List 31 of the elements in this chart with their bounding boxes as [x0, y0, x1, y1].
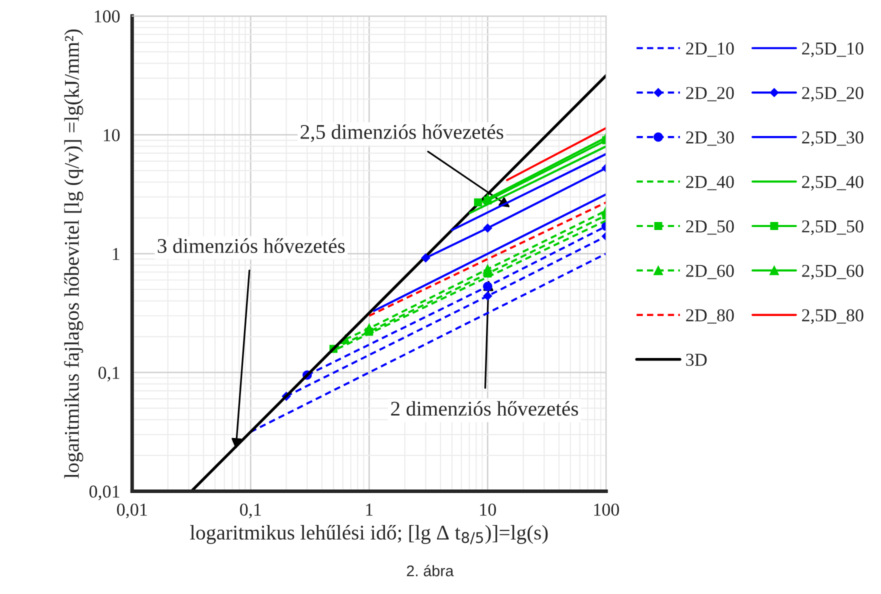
- legend-label: 2D_40: [686, 176, 734, 190]
- x-tick-label: 100: [594, 504, 619, 516]
- x-tick-label: 1: [366, 504, 373, 516]
- x-tick-label: 0,01: [117, 504, 147, 518]
- legend-label: 3D: [686, 354, 707, 366]
- y-tick-label: 0,01: [89, 485, 120, 500]
- legend-label: 2,5D_10: [802, 42, 864, 58]
- annotation: 3 dimenziós hővezetés: [158, 238, 345, 253]
- x-tick-label: 0,1: [240, 504, 261, 518]
- x-tick-label: 10: [480, 504, 496, 516]
- legend-label: 2D_80: [686, 309, 734, 324]
- legend-label: 2,5D_60: [802, 264, 864, 280]
- y-axis-title: logaritmikus fajlagos hőbevitel [lg (q/v)] =lg(kJ/mm²): [64, 29, 84, 478]
- legend-label: 2D_30: [686, 131, 734, 146]
- text: 2. ábra: [406, 564, 454, 576]
- y-tick-label: 1: [112, 248, 120, 260]
- x-axis-title: logaritmikus lehűlési idő; [lg Δ t$_{8/5}$)]=lg(s): [190, 524, 548, 544]
- legend-label: 2D_50: [686, 220, 734, 235]
- y-tick-label: 10: [104, 129, 120, 142]
- legend-label: 2D_60: [686, 264, 734, 280]
- annotation: 2,5 dimenziós hővezetés: [300, 124, 504, 142]
- legend-label: 2,5D_50: [802, 220, 864, 236]
- legend-label: 2,5D_30: [802, 131, 864, 146]
- annotation: 2 dimenziós hővezetés: [391, 401, 578, 416]
- y-tick-label: 100: [94, 10, 120, 22]
- legend-label: 2,5D_40: [802, 176, 864, 191]
- legend-label: 2D_10: [686, 42, 734, 57]
- legend-label: 2,5D_80: [802, 309, 864, 324]
- legend-label: 2,5D_20: [802, 86, 864, 102]
- legend-label: 2D_20: [686, 86, 734, 102]
- y-tick-label: 0,1: [98, 366, 120, 382]
